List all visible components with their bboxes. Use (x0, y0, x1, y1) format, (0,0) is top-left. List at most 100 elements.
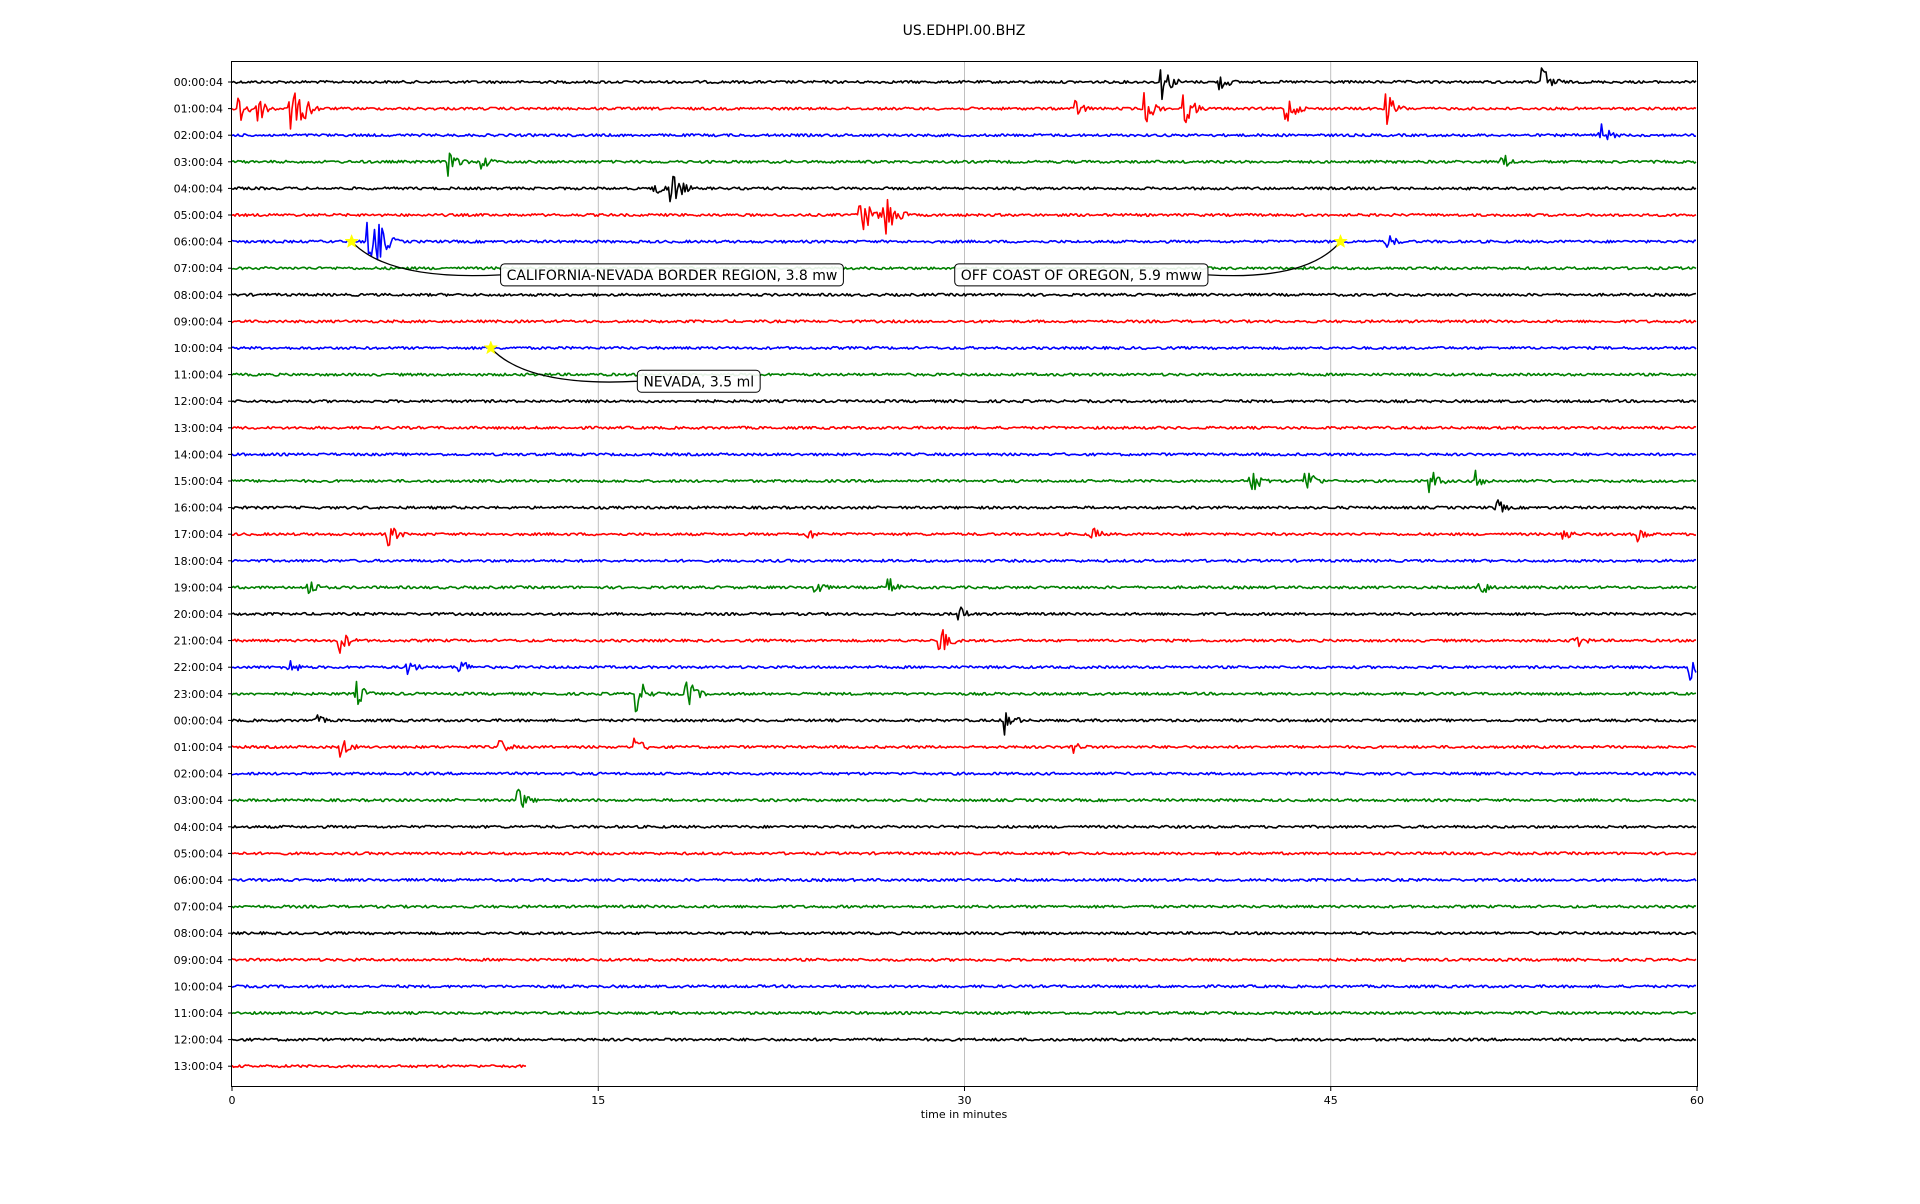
trace-line (231, 399, 1697, 404)
row-label: 21:00:04 (174, 635, 223, 648)
trace-line (231, 319, 1697, 324)
row-label: 06:00:04 (174, 874, 223, 887)
grid-lines (597, 62, 1332, 1086)
row-label: 09:00:04 (174, 315, 223, 328)
trace-line (232, 629, 1696, 654)
row-label: 12:00:04 (174, 1034, 223, 1047)
row-label: 12:00:04 (174, 395, 223, 408)
trace-line (231, 198, 1697, 235)
trace-line (231, 499, 1697, 513)
row-label: 23:00:04 (174, 688, 223, 701)
trace-line (231, 877, 1697, 883)
row-label: 20:00:04 (174, 608, 223, 621)
trace-line (231, 771, 1696, 776)
trace-line (231, 712, 1697, 736)
chart-title: US.EDHPI.00.BHZ (903, 23, 1026, 39)
trace-line (231, 221, 1697, 261)
row-label: 14:00:04 (174, 448, 223, 461)
row-label: 07:00:04 (174, 262, 223, 275)
event-label-box (636, 369, 761, 393)
seismogram-traces (231, 67, 1697, 1069)
row-label: 01:00:04 (174, 103, 223, 116)
trace-line (231, 123, 1697, 141)
row-label: 05:00:04 (174, 847, 223, 860)
row-label: 07:00:04 (174, 901, 223, 914)
row-label: 11:00:04 (174, 369, 223, 382)
row-label: 04:00:04 (174, 182, 223, 195)
plot-frame (231, 61, 1698, 1087)
trace-line (231, 452, 1697, 457)
trace-line (231, 92, 1697, 130)
trace-line (231, 1037, 1697, 1042)
x-tick-label: 60 (1690, 1094, 1704, 1107)
trace-line (231, 957, 1697, 962)
row-label: 02:00:04 (174, 129, 223, 142)
row-label: 00:00:04 (174, 714, 223, 727)
trace-line (231, 152, 1697, 177)
event-star-marker (483, 340, 499, 355)
event-label-box (500, 263, 844, 287)
row-label: 16:00:04 (174, 502, 223, 515)
event-connector (1207, 241, 1342, 277)
row-label: 00:00:04 (174, 76, 223, 89)
row-label: 04:00:04 (174, 821, 223, 834)
x-axis-label: time in minutes (921, 1108, 1008, 1121)
trace-line (231, 606, 1697, 621)
x-tick-label: 0 (229, 1094, 236, 1107)
row-label: 19:00:04 (174, 581, 223, 594)
trace-line (231, 578, 1697, 595)
event-star-marker (1333, 233, 1348, 248)
event-label: OFF COAST OF OREGON, 5.9 mww (961, 268, 1202, 284)
row-label: 10:00:04 (174, 980, 223, 993)
event-label: NEVADA, 3.5 ml (643, 374, 754, 390)
trace-line (232, 527, 1696, 547)
row-label: 10:00:04 (174, 342, 223, 355)
row-label: 03:00:04 (174, 156, 223, 169)
x-tick-label: 45 (1324, 1094, 1338, 1107)
row-label: 17:00:04 (174, 528, 223, 541)
row-label: 15:00:04 (174, 475, 223, 488)
row-label: 09:00:04 (174, 954, 223, 967)
trace-line (231, 660, 1697, 681)
trace-line (231, 1010, 1697, 1016)
event-label: CALIFORNIA-NEVADA BORDER REGION, 3.8 mw (507, 268, 838, 284)
trace-line (231, 824, 1697, 829)
trace-line (232, 345, 1697, 351)
trace-line (231, 175, 1697, 203)
trace-line (231, 1064, 527, 1069)
row-label: 06:00:04 (174, 236, 223, 249)
x-axis: 0 15 30 45 60 (229, 1086, 1704, 1107)
trace-line (231, 904, 1697, 909)
trace-line (231, 425, 1697, 430)
row-label: 01:00:04 (174, 741, 223, 754)
event-connector (490, 347, 638, 383)
trace-line (231, 469, 1697, 494)
x-tick-label: 30 (958, 1094, 972, 1107)
event-annotations: CALIFORNIA-NEVADA BORDER REGION, 3.8 mw O… (344, 233, 1348, 393)
event-star-marker (344, 233, 359, 248)
row-label: 22:00:04 (174, 661, 223, 674)
row-label: 08:00:04 (174, 289, 223, 302)
trace-line (231, 851, 1697, 856)
trace-line (231, 67, 1697, 101)
trace-line (231, 558, 1697, 563)
trace-line (231, 737, 1697, 758)
trace-line (231, 292, 1697, 297)
row-label: 03:00:04 (174, 794, 223, 807)
row-label: 13:00:04 (174, 1060, 223, 1073)
event-connector (351, 241, 501, 277)
trace-line (231, 931, 1697, 936)
x-tick-label: 15 (591, 1094, 605, 1107)
trace-line (231, 984, 1697, 989)
trace-line (231, 680, 1697, 713)
row-label: 18:00:04 (174, 555, 223, 568)
trace-line (231, 372, 1697, 377)
event-label-box (954, 263, 1209, 287)
row-label: 13:00:04 (174, 422, 223, 435)
row-label: 02:00:04 (174, 768, 223, 781)
row-label: 08:00:04 (174, 927, 223, 940)
row-label: 11:00:04 (174, 1007, 223, 1020)
